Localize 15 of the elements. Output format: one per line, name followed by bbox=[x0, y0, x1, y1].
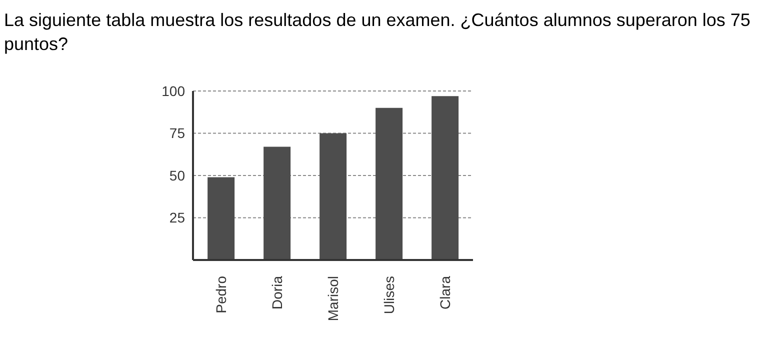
bar bbox=[264, 146, 291, 260]
y-tick-label: 25 bbox=[169, 210, 186, 226]
chart-title: La siguiente tabla muestra los resultados de un examen. ¿Cuántos alumnos superaron los 75 puntos? bbox=[4, 9, 752, 56]
x-tick-label: Pedro bbox=[213, 276, 229, 314]
y-tick-label: 100 bbox=[162, 82, 186, 99]
x-tick-label: Marisol bbox=[325, 276, 341, 322]
bar bbox=[376, 108, 403, 260]
x-tick-label: Ulises bbox=[381, 276, 397, 314]
x-tick-label: Doria bbox=[269, 276, 285, 310]
bar bbox=[208, 177, 235, 260]
x-tick-label: Clara bbox=[437, 276, 453, 310]
bar bbox=[320, 133, 347, 260]
bar bbox=[432, 96, 459, 260]
y-tick-label: 75 bbox=[169, 125, 186, 142]
y-tick-label: 50 bbox=[169, 167, 186, 184]
